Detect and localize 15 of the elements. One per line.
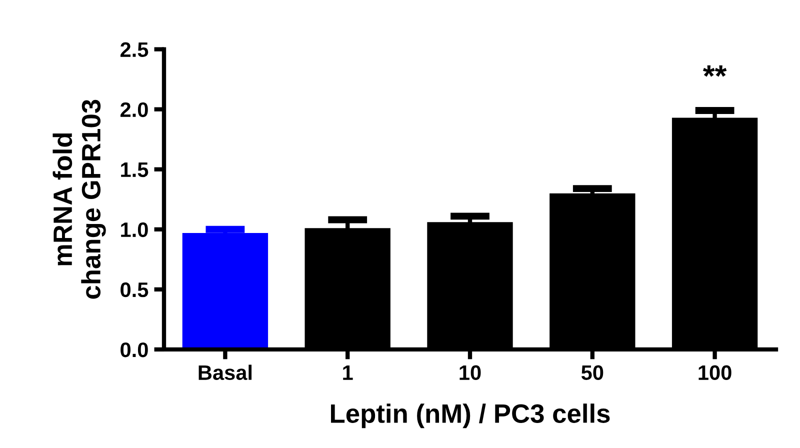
x-axis-title: Leptin (nM) / PC3 cells <box>331 404 610 428</box>
y-tick-label: 1.5 <box>121 162 148 178</box>
y-tick-label: 2.5 <box>120 42 148 58</box>
x-tick-label: 10 <box>460 365 481 380</box>
annotation: ** <box>703 65 727 77</box>
x-tick-label: Basal <box>198 364 252 380</box>
y-tick-label: 2.0 <box>120 102 148 118</box>
x-tick-label: 100 <box>698 365 732 380</box>
y-tick-label: 1.0 <box>121 222 148 238</box>
x-tick-label: 50 <box>581 365 604 380</box>
y-tick-label: 0.0 <box>120 342 148 358</box>
y-axis-title: mRNA fold change GPR103 <box>52 100 106 299</box>
y-tick-label: 0.5 <box>120 282 148 298</box>
x-tick-label: 1 <box>343 365 353 380</box>
bar <box>182 232 268 350</box>
